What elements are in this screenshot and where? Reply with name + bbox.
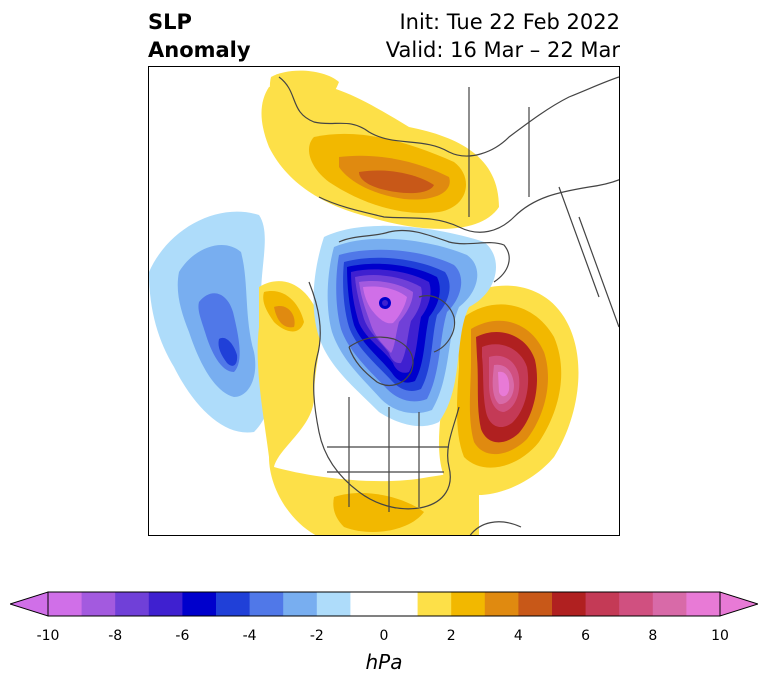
title-line-1: SLP [148, 10, 192, 34]
title-line-2: Anomaly [148, 38, 251, 62]
date-info: Init: Tue 22 Feb 2022 Valid: 16 Mar – 22… [386, 8, 620, 64]
colorbar-segment [148, 592, 183, 616]
colorbar-unit: hPa [365, 650, 403, 674]
colorbar-segment [249, 592, 284, 616]
map-title: SLP Anomaly [148, 8, 251, 64]
colorbar-segment [384, 592, 419, 616]
colorbar-segment [518, 592, 553, 616]
colorbar-outline [47, 591, 721, 617]
anomaly-map [148, 66, 620, 536]
colorbar-segment [652, 592, 687, 616]
colorbar-segment [417, 592, 452, 616]
colorbar-segment [216, 592, 251, 616]
colorbar-tick-label: 8 [648, 628, 658, 644]
init-date: Init: Tue 22 Feb 2022 [399, 10, 620, 34]
colorbar-min-extension [10, 591, 49, 617]
colorbar-segment [316, 592, 351, 616]
positive-anomaly-atlantic [439, 285, 579, 496]
colorbar-tick-label: -10 [36, 628, 60, 644]
colorbar-segment [451, 592, 486, 616]
coastlines [278, 76, 619, 535]
colorbar-max-extension [719, 591, 758, 617]
colorbar-tick-label: 0 [379, 628, 389, 644]
colorbar-tick-label: 2 [446, 628, 456, 644]
colorbar-tick-label: 6 [581, 628, 591, 644]
map-canvas [149, 70, 619, 535]
colorbar-tick-label: -2 [309, 628, 324, 644]
colorbar-segment [115, 592, 150, 616]
colorbar [10, 591, 758, 617]
positive-anomaly-america [257, 281, 482, 535]
colorbar-segment [484, 592, 519, 616]
colorbar-segment [283, 592, 318, 616]
colorbar-segment [48, 592, 83, 616]
colorbar-segment [585, 592, 620, 616]
negative-anomaly-pacific [149, 211, 273, 433]
colorbar-segments [48, 592, 721, 616]
negative-anomaly-arctic [313, 225, 496, 427]
colorbar-tick-label: -4 [242, 628, 257, 644]
colorbar-segment [182, 592, 217, 616]
colorbar-tick-label: -6 [175, 628, 190, 644]
colorbar-segment [619, 592, 654, 616]
colorbar-segment [686, 592, 721, 616]
colorbar-tick-label: 10 [711, 628, 729, 644]
colorbar-tick-label: -8 [108, 628, 123, 644]
colorbar-segment [350, 592, 385, 616]
colorbar-tick-label: 4 [513, 628, 523, 644]
colorbar-segment [552, 592, 587, 616]
positive-anomaly-siberia [261, 70, 499, 229]
colorbar-segment [81, 592, 116, 616]
valid-range: Valid: 16 Mar – 22 Mar [385, 38, 620, 62]
